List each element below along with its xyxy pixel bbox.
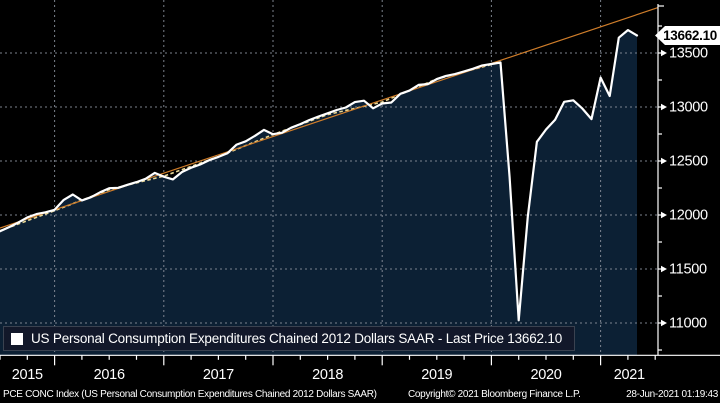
x-axis-year-label: 2021	[614, 367, 645, 383]
x-axis-year-label: 2020	[530, 367, 561, 383]
legend-swatch-icon	[11, 332, 23, 345]
y-major-tick-arrow	[661, 103, 667, 111]
regression-line	[0, 7, 659, 229]
price-line-path	[0, 29, 639, 322]
x-axis-year-label: 2019	[421, 367, 452, 383]
gridlines	[0, 0, 658, 356]
y-major-tick-arrow	[661, 265, 667, 273]
last-price-value: 13662.10	[663, 28, 717, 43]
y-axis-label: 11500	[669, 262, 707, 278]
y-major-tick-arrow	[661, 49, 667, 57]
pce-price-line	[0, 29, 639, 322]
last-price-flag: 13662.10	[655, 26, 720, 45]
y-axis-label: 13500	[669, 46, 708, 62]
legend[interactable]: US Personal Consumption Expenditures Cha…	[3, 326, 576, 351]
y-major-tick-arrow	[661, 211, 667, 219]
legend-label: US Personal Consumption Expenditures Cha…	[31, 331, 563, 346]
y-axis-label: 12500	[669, 154, 708, 170]
x-axis-year-label: 2017	[203, 367, 234, 383]
timestamp: 28-Jun-2021 01:19:43	[626, 389, 718, 400]
x-axis-year-label: 2016	[94, 367, 125, 383]
status-bar: PCE CONC Index (US Personal Consumption …	[0, 385, 720, 403]
axes-and-ticks	[0, 4, 720, 366]
y-axis-label: 11000	[669, 316, 707, 332]
y-major-tick-arrow	[661, 319, 667, 327]
copyright-notice: Copyright© 2021 Bloomberg Finance L.P.	[408, 389, 581, 400]
y-axis-label: 13000	[669, 100, 708, 116]
x-axis-year-label: 2015	[12, 367, 43, 383]
area-fill-shape	[0, 30, 637, 356]
ticker-description: PCE CONC Index (US Personal Consumption …	[3, 389, 377, 400]
y-major-tick-arrow	[661, 157, 667, 165]
y-axis-labels: 11000 11500 12000 12500 13000 13500	[669, 46, 708, 332]
pce-area-fill	[0, 30, 637, 356]
y-axis-label: 12000	[669, 208, 708, 224]
x-axis-year-label: 2018	[312, 367, 343, 383]
x-axis-labels: 2015 2016 2017 2018 2019 2020 2021	[12, 367, 646, 383]
